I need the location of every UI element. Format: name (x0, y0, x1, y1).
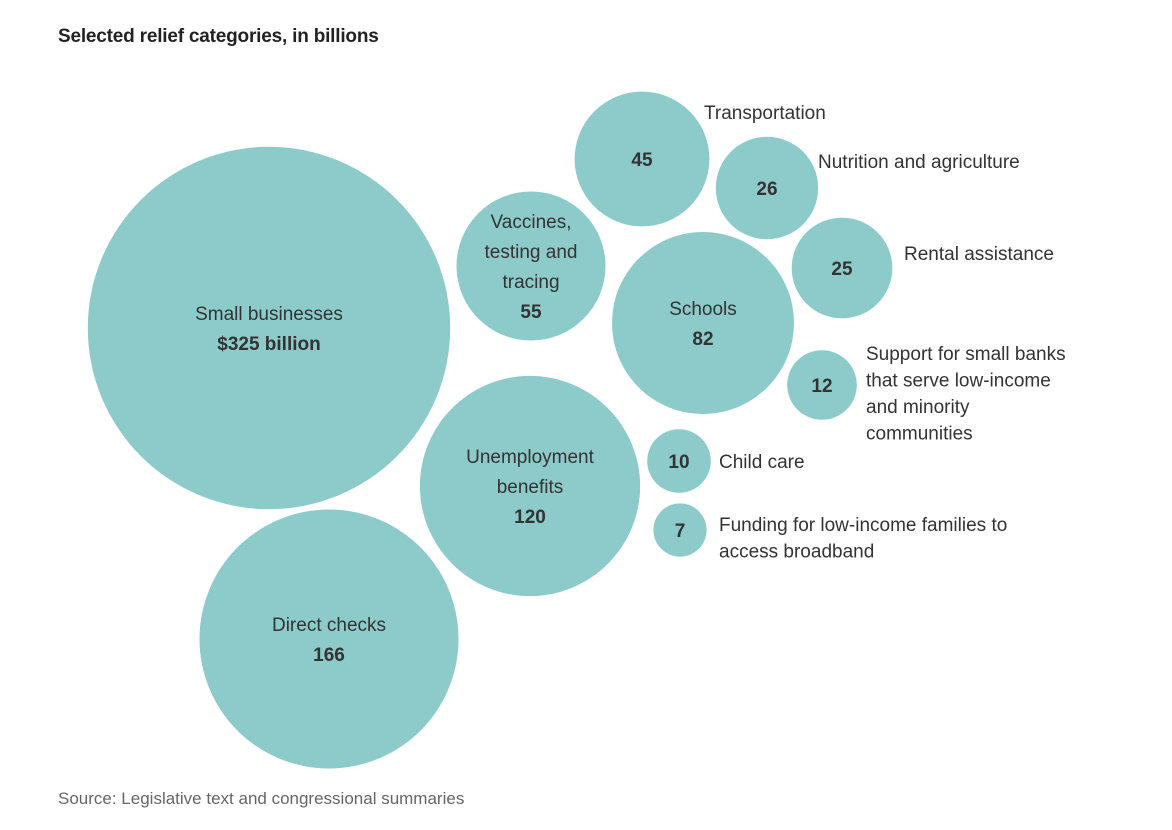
bubble-value: $325 billion (217, 334, 320, 355)
bubble-label: Schools (669, 299, 737, 320)
bubble-transportation: 45 Transportation (574, 91, 826, 227)
bubble-value: 25 (831, 259, 853, 280)
bubble-label: Vaccines, (491, 212, 572, 233)
bubble-circle (791, 217, 893, 319)
bubble-label: testing and (485, 242, 578, 263)
bubble-label: that serve low-income (866, 371, 1051, 392)
bubble-circle (87, 146, 451, 510)
bubble-broadband: 7 Funding for low-income families to acces… (653, 503, 1007, 563)
bubble-value: 82 (692, 329, 713, 350)
bubble-label: Unemployment (466, 447, 594, 468)
bubble-label: Transportation (704, 103, 826, 124)
chart-source: Source: Legislative text and congression… (58, 789, 465, 808)
bubble-value: 12 (811, 376, 832, 397)
bubble-direct-checks: Direct checks 166 (199, 509, 459, 769)
bubble-label: Rental assistance (904, 244, 1054, 265)
bubble-label: communities (866, 424, 973, 445)
bubble-circle (574, 91, 710, 227)
bubble-circle (456, 191, 606, 341)
bubble-label: and minority (866, 397, 970, 418)
bubble-label: Support for small banks (866, 344, 1066, 365)
bubble-label: Child care (719, 452, 805, 473)
bubble-circle (715, 136, 819, 240)
bubble-label: tracing (502, 272, 559, 293)
bubble-vaccines: Vaccines, testing and tracing 55 (456, 191, 606, 341)
bubble-label: Small businesses (195, 304, 343, 325)
bubble-circle (787, 350, 857, 420)
bubble-value: 26 (756, 179, 777, 200)
bubble-circle (199, 509, 459, 769)
bubble-label: Direct checks (272, 615, 386, 636)
bubble-value: 10 (668, 452, 689, 473)
bubble-label: benefits (497, 477, 564, 498)
bubble-circle (612, 232, 794, 414)
chart-title: Selected relief categories, in billions (58, 26, 379, 47)
bubble-unemployment-benefits: Unemployment benefits 120 (419, 375, 641, 597)
bubble-circle (653, 503, 707, 557)
bubble-rental-assistance: 25 Rental assistance (791, 217, 1054, 319)
bubble-value: 45 (631, 150, 653, 171)
bubble-label: Funding for low-income families to (719, 515, 1007, 536)
bubble-label: Nutrition and agriculture (818, 152, 1020, 173)
bubble-child-care: 10 Child care (647, 429, 805, 493)
bubble-circle (419, 375, 641, 597)
bubble-schools: Schools 82 (612, 232, 794, 414)
bubble-label: access broadband (719, 542, 874, 563)
bubble-small-banks: 12 Support for small banks that serve low-… (787, 344, 1066, 445)
bubble-nutrition: 26 Nutrition and agriculture (715, 136, 1020, 240)
bubble-value: 7 (675, 521, 686, 542)
bubble-value: 166 (313, 645, 345, 666)
bubble-value: 120 (514, 507, 546, 528)
bubble-circle (647, 429, 711, 493)
bubble-small-businesses: Small businesses $325 billion (87, 146, 451, 510)
bubble-value: 55 (520, 302, 542, 323)
